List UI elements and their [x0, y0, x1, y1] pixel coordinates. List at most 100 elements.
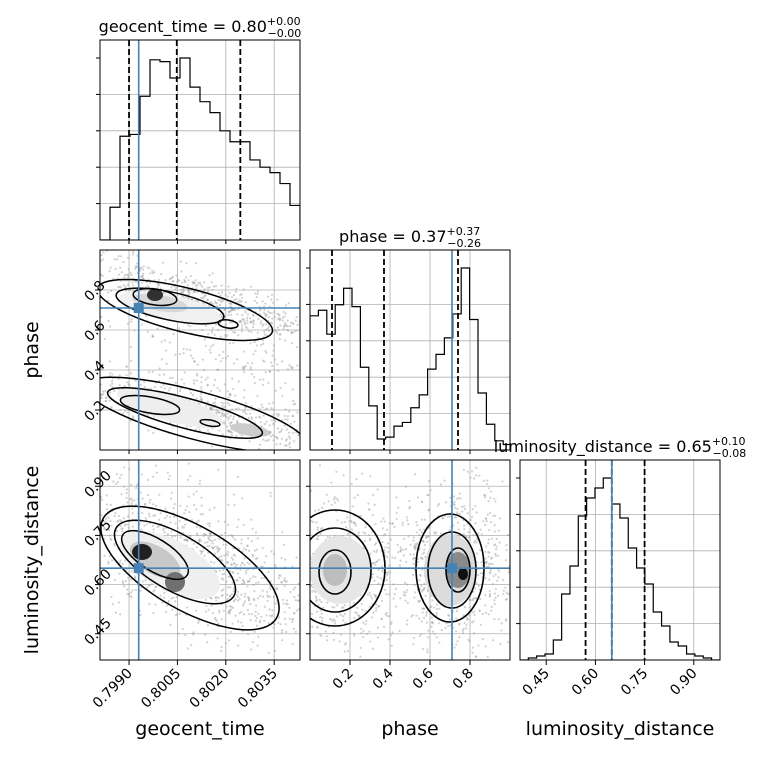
- sample-point: [399, 546, 402, 549]
- sample-point: [372, 493, 375, 497]
- sample-point: [122, 412, 125, 415]
- sample-point: [370, 616, 373, 619]
- title-minus-error: −0.26: [447, 237, 481, 250]
- sample-point: [351, 505, 354, 508]
- sample-point: [135, 486, 138, 490]
- sample-point: [219, 294, 222, 297]
- sample-point: [178, 279, 181, 282]
- sample-point: [457, 528, 460, 531]
- sample-point: [216, 387, 219, 390]
- sample-point: [141, 580, 144, 583]
- sample-point: [197, 281, 200, 285]
- sample-point: [200, 380, 203, 384]
- sample-point: [258, 594, 262, 598]
- sample-point: [294, 319, 297, 322]
- sample-point: [116, 520, 119, 523]
- sample-point: [263, 308, 266, 311]
- sample-point: [282, 543, 285, 547]
- sample-point: [390, 621, 393, 624]
- sample-point: [155, 471, 158, 474]
- sample-point: [178, 612, 182, 615]
- sample-point: [151, 272, 155, 275]
- sample-point: [425, 610, 429, 613]
- sample-point: [371, 573, 375, 576]
- sample-point: [188, 511, 191, 514]
- sample-point: [427, 629, 430, 632]
- sample-point: [250, 321, 254, 324]
- sample-point: [285, 428, 288, 431]
- sample-point: [177, 327, 181, 330]
- sample-point: [212, 547, 215, 550]
- sample-point: [318, 464, 322, 467]
- sample-point: [226, 597, 230, 601]
- sample-point: [166, 532, 169, 536]
- sample-point: [418, 599, 422, 603]
- sample-point: [293, 420, 296, 423]
- sample-point: [101, 477, 105, 480]
- sample-point: [426, 650, 429, 654]
- sample-point: [249, 619, 252, 622]
- sample-point: [128, 468, 131, 471]
- sample-point: [169, 421, 172, 425]
- sample-point: [261, 589, 264, 592]
- sample-point: [181, 627, 184, 631]
- sample-point: [407, 535, 410, 538]
- sample-point: [471, 611, 474, 614]
- sample-point: [478, 474, 481, 477]
- sample-point: [135, 265, 138, 268]
- sample-point: [169, 386, 172, 390]
- sample-point: [242, 524, 245, 527]
- sample-point: [236, 421, 239, 424]
- sample-point: [496, 579, 499, 582]
- sample-point: [105, 508, 109, 511]
- histogram-panel-geocent_time: geocent_time = 0.80+0.00 −0.00: [96, 15, 301, 241]
- sample-point: [343, 604, 346, 607]
- sample-point: [243, 366, 246, 369]
- sample-point: [203, 369, 206, 372]
- sample-point: [218, 611, 221, 614]
- sample-point: [494, 500, 497, 503]
- sample-point: [472, 632, 476, 635]
- sample-point: [117, 285, 120, 289]
- sample-point: [220, 412, 223, 415]
- truth-marker: [133, 303, 144, 313]
- sample-point: [209, 407, 212, 411]
- sample-point: [244, 408, 247, 411]
- sample-point: [342, 615, 345, 618]
- sample-point: [431, 630, 434, 633]
- sample-point: [189, 392, 193, 395]
- sample-point: [204, 294, 207, 297]
- sample-point: [264, 315, 267, 318]
- sample-point: [469, 599, 472, 602]
- sample-point: [208, 522, 211, 525]
- sample-point: [126, 283, 130, 286]
- sample-point: [127, 576, 130, 579]
- sample-point: [256, 394, 259, 398]
- sample-point: [291, 414, 294, 418]
- sample-point: [204, 324, 207, 327]
- sample-point: [415, 531, 419, 534]
- sample-point: [200, 399, 204, 402]
- sample-point: [381, 527, 384, 530]
- sample-point: [113, 578, 117, 582]
- sample-point: [373, 543, 377, 546]
- sample-point: [493, 592, 497, 595]
- sample-point: [371, 647, 375, 650]
- sample-point: [219, 360, 222, 363]
- sample-point: [153, 386, 156, 389]
- sample-point: [359, 514, 362, 517]
- sample-point: [424, 544, 427, 547]
- sample-point: [474, 522, 477, 525]
- sample-point: [498, 541, 501, 544]
- sample-point: [174, 286, 178, 289]
- sample-point: [127, 383, 130, 386]
- sample-point: [143, 380, 146, 384]
- sample-point: [490, 556, 494, 559]
- sample-point: [195, 508, 198, 511]
- sample-point: [346, 516, 349, 519]
- sample-point: [314, 600, 318, 603]
- sample-point: [101, 368, 104, 371]
- sample-point: [417, 600, 420, 603]
- sample-point: [484, 645, 487, 648]
- sample-point: [108, 360, 112, 363]
